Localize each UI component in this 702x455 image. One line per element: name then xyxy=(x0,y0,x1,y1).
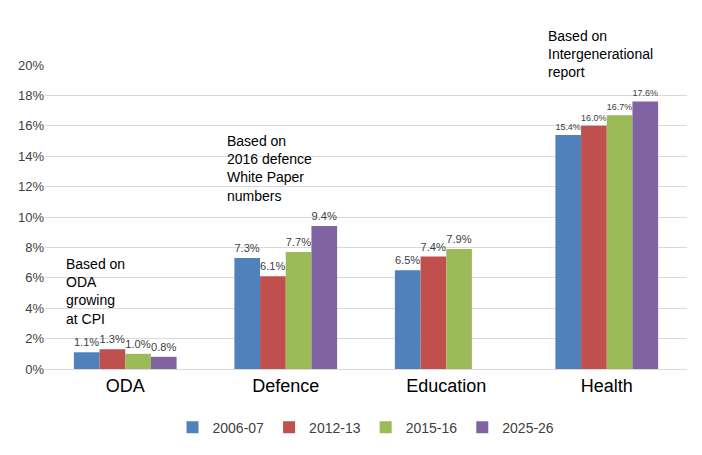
svg-text:1.3%: 1.3% xyxy=(100,333,125,345)
svg-text:2025-26: 2025-26 xyxy=(502,420,554,436)
svg-text:7.9%: 7.9% xyxy=(446,233,471,245)
svg-text:Based onODAgrowingat CPI: Based onODAgrowingat CPI xyxy=(66,256,125,327)
svg-text:0.8%: 0.8% xyxy=(151,341,176,353)
svg-text:Defence: Defence xyxy=(252,376,319,396)
svg-text:4%: 4% xyxy=(25,301,44,316)
svg-text:Health: Health xyxy=(581,376,633,396)
svg-text:Education: Education xyxy=(406,376,486,396)
svg-text:10%: 10% xyxy=(18,210,44,225)
svg-text:7.4%: 7.4% xyxy=(421,241,446,253)
svg-text:Based onIntergenerationalrepor: Based onIntergenerationalreport xyxy=(548,28,653,80)
svg-text:Based on2016 defenceWhite Pape: Based on2016 defenceWhite Papernumbers xyxy=(227,133,312,204)
svg-text:16.0%: 16.0% xyxy=(581,113,606,123)
svg-text:0%: 0% xyxy=(25,362,44,377)
svg-text:20%: 20% xyxy=(18,58,44,73)
svg-text:8%: 8% xyxy=(25,240,44,255)
svg-text:2012-13: 2012-13 xyxy=(309,420,361,436)
svg-text:17.6%: 17.6% xyxy=(632,88,657,98)
svg-text:7.7%: 7.7% xyxy=(286,236,311,248)
svg-text:6.5%: 6.5% xyxy=(395,254,420,266)
svg-text:6.1%: 6.1% xyxy=(260,260,285,272)
svg-text:15.4%: 15.4% xyxy=(555,122,580,132)
svg-text:2006-07: 2006-07 xyxy=(213,420,265,436)
svg-text:2%: 2% xyxy=(25,331,44,346)
svg-text:16.7%: 16.7% xyxy=(607,102,632,112)
svg-text:16%: 16% xyxy=(18,118,44,133)
svg-text:12%: 12% xyxy=(18,179,44,194)
svg-text:9.4%: 9.4% xyxy=(311,210,336,222)
svg-text:ODA: ODA xyxy=(106,376,145,396)
svg-text:6%: 6% xyxy=(25,270,44,285)
svg-text:7.3%: 7.3% xyxy=(234,242,259,254)
svg-text:1.1%: 1.1% xyxy=(74,336,99,348)
svg-text:1.0%: 1.0% xyxy=(125,338,150,350)
svg-text:2015-16: 2015-16 xyxy=(406,420,458,436)
svg-text:14%: 14% xyxy=(18,149,44,164)
svg-text:18%: 18% xyxy=(18,88,44,103)
